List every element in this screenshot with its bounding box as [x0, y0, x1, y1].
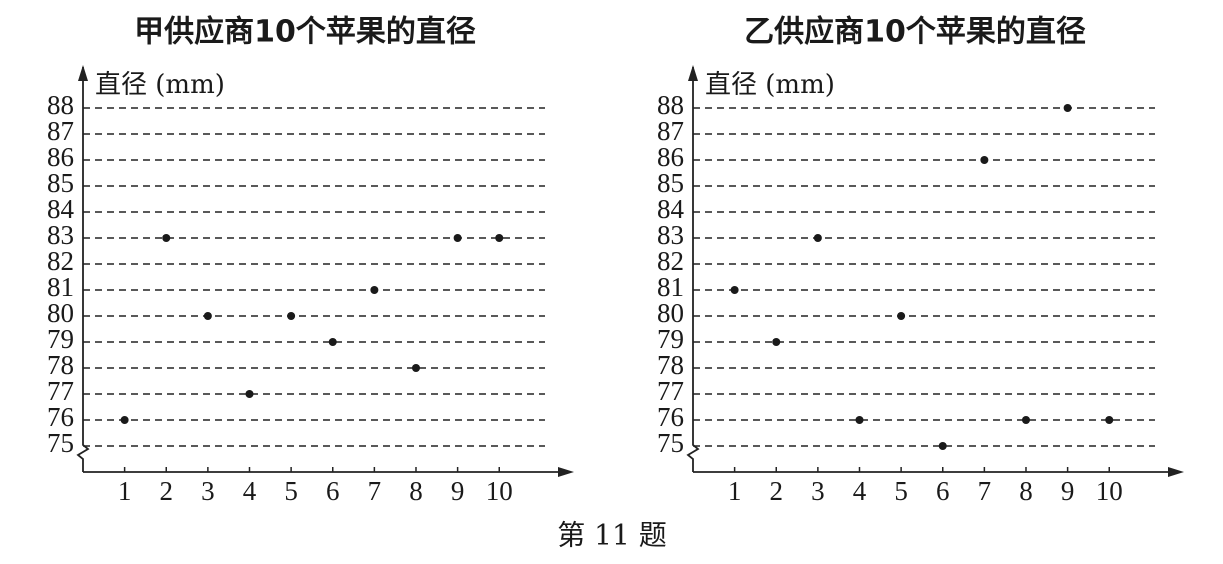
y-tick-label: 87	[657, 116, 684, 146]
point	[813, 234, 822, 242]
y-tick-label: 85	[47, 168, 74, 198]
y-tick-label: 80	[47, 298, 74, 328]
y-axis	[76, 67, 90, 472]
y-tick-label: 88	[47, 90, 74, 120]
point	[411, 364, 420, 372]
point	[897, 312, 906, 320]
y-tick-label: 83	[47, 220, 74, 250]
x-tick-label: 8	[1019, 476, 1033, 506]
x-tick-label: 1	[728, 476, 742, 506]
y-tick-label: 76	[657, 402, 684, 432]
x-tick-label: 4	[243, 476, 257, 506]
y-tick-label: 83	[657, 220, 684, 250]
point	[453, 234, 462, 242]
caption: 第 11 题	[557, 519, 666, 552]
point	[1063, 104, 1072, 112]
y-tick-label: 79	[47, 324, 74, 354]
point	[938, 442, 947, 450]
x-tick-label: 7	[368, 476, 382, 506]
y-tick-label: 78	[657, 350, 684, 380]
point	[245, 390, 254, 398]
y-tick-label: 86	[47, 142, 74, 172]
x-axis-arrow	[1168, 467, 1184, 477]
y-tick-label: 84	[47, 194, 75, 224]
x-tick-label: 4	[853, 476, 867, 506]
y-tick-label: 75	[47, 428, 74, 458]
point	[980, 156, 989, 164]
point	[370, 286, 379, 294]
x-tick-label: 9	[1061, 476, 1075, 506]
point	[1021, 416, 1030, 424]
y-tick-label: 77	[47, 376, 74, 406]
point	[328, 338, 337, 346]
x-tick-label: 2	[769, 476, 783, 506]
y-axis-arrow	[78, 65, 88, 81]
x-tick-label: 9	[451, 476, 465, 506]
x-tick-label: 2	[159, 476, 173, 506]
y-tick-label: 80	[657, 298, 684, 328]
y-axis-label: 直径 (mm)	[705, 70, 835, 100]
y-tick-label: 82	[657, 246, 684, 276]
x-tick-label: 3	[201, 476, 215, 506]
y-tick-label: 85	[657, 168, 684, 198]
y-tick-label: 86	[657, 142, 684, 172]
x-tick-label: 5	[894, 476, 908, 506]
point	[495, 234, 504, 242]
y-tick-label: 81	[657, 272, 684, 302]
x-tick-label: 8	[409, 476, 423, 506]
y-axis-label: 直径 (mm)	[95, 70, 225, 100]
y-tick-label: 82	[47, 246, 74, 276]
point	[730, 286, 739, 294]
chart-title: 甲供应商10个苹果的直径	[134, 15, 476, 50]
x-tick-label: 10	[1096, 476, 1123, 506]
point	[855, 416, 864, 424]
y-tick-label: 87	[47, 116, 74, 146]
y-tick-label: 75	[657, 428, 684, 458]
y-tick-label: 81	[47, 272, 74, 302]
chart-title: 乙供应商10个苹果的直径	[744, 15, 1086, 50]
x-tick-label: 3	[811, 476, 825, 506]
x-tick-label: 7	[978, 476, 992, 506]
y-tick-label: 77	[657, 376, 684, 406]
x-tick-label: 1	[118, 476, 132, 506]
x-tick-label: 5	[284, 476, 298, 506]
x-axis-arrow	[558, 467, 574, 477]
y-tick-label: 88	[657, 90, 684, 120]
point	[120, 416, 129, 424]
x-tick-label: 6	[326, 476, 340, 506]
x-tick-label: 6	[936, 476, 950, 506]
point	[287, 312, 296, 320]
point	[203, 312, 212, 320]
y-tick-label: 84	[657, 194, 685, 224]
y-tick-label: 76	[47, 402, 74, 432]
y-tick-label: 78	[47, 350, 74, 380]
x-tick-label: 10	[486, 476, 513, 506]
point	[772, 338, 781, 346]
point	[162, 234, 171, 242]
y-tick-label: 79	[657, 324, 684, 354]
y-axis-arrow	[688, 65, 698, 81]
y-axis	[686, 67, 700, 472]
point	[1105, 416, 1114, 424]
